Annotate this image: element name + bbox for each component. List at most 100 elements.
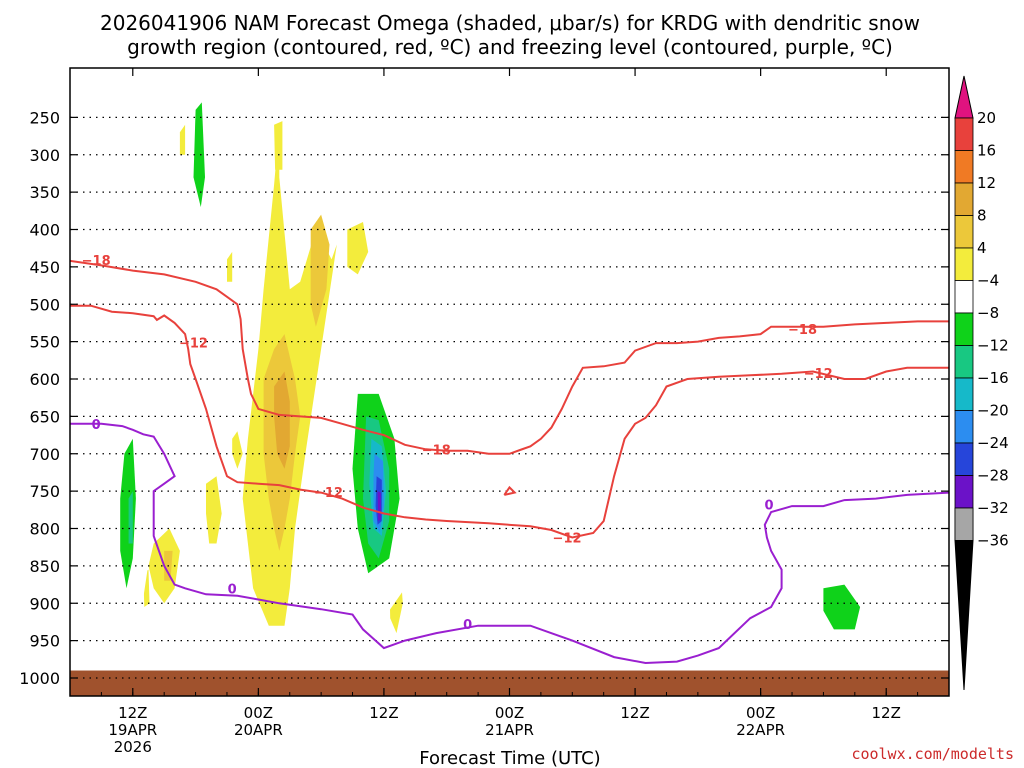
x-tick-label: 20APR bbox=[234, 721, 283, 739]
omega-negative-region-6 bbox=[295, 184, 306, 237]
colorbar-swatch-4 bbox=[954, 247, 974, 281]
colorbar-label-6: −8 bbox=[977, 304, 999, 322]
colorbar-swatch-6 bbox=[954, 312, 974, 346]
colorbar-label-4: 4 bbox=[977, 239, 987, 257]
contour-label-0-0: −18 bbox=[82, 254, 111, 269]
omega-positive-region-10 bbox=[274, 121, 283, 170]
y-tick-label-500: 500 bbox=[29, 295, 60, 314]
contour-line-0 bbox=[70, 259, 949, 455]
omega-positive-region-9 bbox=[206, 476, 222, 544]
omega-negative-region-17 bbox=[781, 379, 876, 649]
contour-line-2 bbox=[70, 422, 949, 665]
chart-title-line-1: 2026041906 NAM Forecast Omega (shaded, μ… bbox=[100, 11, 920, 35]
y-tick-label-700: 700 bbox=[29, 445, 60, 464]
y-tick-label-450: 450 bbox=[29, 258, 60, 277]
colorbar-label-8: −16 bbox=[977, 369, 1009, 387]
omega-negative-region-2 bbox=[111, 304, 199, 634]
contour-label-2-1: 0 bbox=[228, 582, 237, 597]
y-tick-label-350: 350 bbox=[29, 183, 60, 202]
x-tick-label: 2026 bbox=[114, 738, 152, 756]
plot-area: −18 −18 −18 −12 −12 −12 −12 0 0 0 0 bbox=[70, 80, 949, 696]
colorbar-label-12: −32 bbox=[977, 499, 1009, 517]
colorbar-label-7: −12 bbox=[977, 337, 1009, 355]
omega-negative-region-3 bbox=[120, 438, 136, 589]
y-tick-label-300: 300 bbox=[29, 146, 60, 165]
colorbar-swatch-last bbox=[954, 507, 974, 541]
y-tick-label-950: 950 bbox=[29, 632, 60, 651]
x-tick-label: 12Z bbox=[369, 704, 398, 722]
omega-positive-region-2 bbox=[274, 371, 290, 469]
omega-positive-region-5 bbox=[179, 124, 186, 155]
x-tick-label: 12Z bbox=[118, 704, 147, 722]
y-tick-label-1000: 1000 bbox=[19, 669, 60, 688]
omega-negative-region-18 bbox=[823, 584, 861, 630]
colorbar-label-0: 20 bbox=[977, 109, 996, 127]
y-tick-label-600: 600 bbox=[29, 370, 60, 389]
y-tick-label-900: 900 bbox=[29, 594, 60, 613]
x-tick-label: 00Z bbox=[244, 704, 273, 722]
contour-label-2-2: 0 bbox=[463, 618, 472, 633]
contour-line-1 bbox=[70, 304, 949, 539]
colorbar-label-10: −24 bbox=[977, 434, 1009, 452]
x-tick-label: 12Z bbox=[872, 704, 901, 722]
chart-title-line-2: growth region (contoured, red, ºC) and f… bbox=[127, 35, 893, 59]
y-tick-label-250: 250 bbox=[29, 108, 60, 127]
contour-label-1-1: −12 bbox=[314, 486, 343, 501]
colorbar-swatch-8 bbox=[954, 377, 974, 411]
colorbar-bottom-arrow bbox=[954, 540, 974, 691]
colorbar-top-arrow bbox=[954, 75, 974, 119]
omega-positive-region-3 bbox=[310, 214, 330, 327]
omega-positive-region-6 bbox=[232, 431, 243, 469]
omega-negative-region-7 bbox=[223, 543, 234, 619]
colorbar-swatch-0 bbox=[954, 117, 974, 151]
y-tick-label-650: 650 bbox=[29, 407, 60, 426]
y-tick-label-400: 400 bbox=[29, 221, 60, 240]
x-tick-label: 19APR bbox=[108, 721, 157, 739]
omega-positive-region-11 bbox=[227, 251, 233, 282]
colorbar-label-2: 12 bbox=[977, 174, 996, 192]
omega-negative-region-1 bbox=[193, 102, 205, 208]
x-tick-label: 00Z bbox=[495, 704, 524, 722]
colorbar-label-1: 16 bbox=[977, 142, 996, 160]
x-tick-label: 21APR bbox=[485, 721, 534, 739]
x-axis-label: Forecast Time (UTC) bbox=[419, 748, 600, 768]
omega-negative-region-14 bbox=[377, 491, 381, 521]
y-axis-pressure: 250 300 350 400 450 500 550 600 650 700 750 800 850 9… bbox=[19, 108, 949, 688]
colorbar-swatch-2 bbox=[954, 182, 974, 216]
contour-label-1-2: −12 bbox=[553, 531, 582, 546]
x-tick-label: 12Z bbox=[620, 704, 649, 722]
colorbar-swatch-10 bbox=[954, 442, 974, 476]
y-tick-label-850: 850 bbox=[29, 557, 60, 576]
colorbar-swatch-1 bbox=[954, 150, 974, 184]
colorbar-label-13: −36 bbox=[977, 532, 1009, 550]
contour-label-1-0: −12 bbox=[179, 336, 208, 351]
contour-line-3 bbox=[503, 485, 517, 496]
y-tick-label-550: 550 bbox=[29, 333, 60, 352]
x-tick-label: 00Z bbox=[746, 704, 775, 722]
y-tick-label-800: 800 bbox=[29, 520, 60, 539]
colorbar-swatch-7 bbox=[954, 345, 974, 379]
omega-negative-region-4 bbox=[128, 491, 133, 544]
omega-positive-region-4 bbox=[347, 222, 369, 275]
colorbar-label-5: −4 bbox=[977, 272, 999, 290]
omega-negative-region-15 bbox=[528, 543, 537, 604]
colorbar-swatch-11 bbox=[954, 475, 974, 509]
x-tick-label: 22APR bbox=[736, 721, 785, 739]
contour-label-1-3: −12 bbox=[804, 367, 833, 382]
colorbar-legend: 20 16 12 8 4 −4 −8 −12 −16 −20 −24 −28 −32 −36 bbox=[954, 75, 1009, 691]
contour-label-0-2: −18 bbox=[788, 323, 817, 338]
colorbar-swatch-3 bbox=[954, 215, 974, 249]
colorbar-label-3: 8 bbox=[977, 207, 987, 225]
omega-negative-region-5 bbox=[70, 393, 76, 469]
contour-label-2-3: 0 bbox=[764, 499, 773, 514]
colorbar-swatch-9 bbox=[954, 410, 974, 444]
colorbar-label-11: −28 bbox=[977, 467, 1009, 485]
credit-link[interactable]: coolwx.com/modelts bbox=[851, 745, 1014, 763]
contour-label-0-1: −18 bbox=[422, 443, 451, 458]
colorbar-swatch-5 bbox=[954, 280, 974, 314]
omega-negative-region-16 bbox=[765, 457, 772, 484]
contour-label-2-0: 0 bbox=[92, 418, 101, 433]
y-tick-label-750: 750 bbox=[29, 482, 60, 501]
